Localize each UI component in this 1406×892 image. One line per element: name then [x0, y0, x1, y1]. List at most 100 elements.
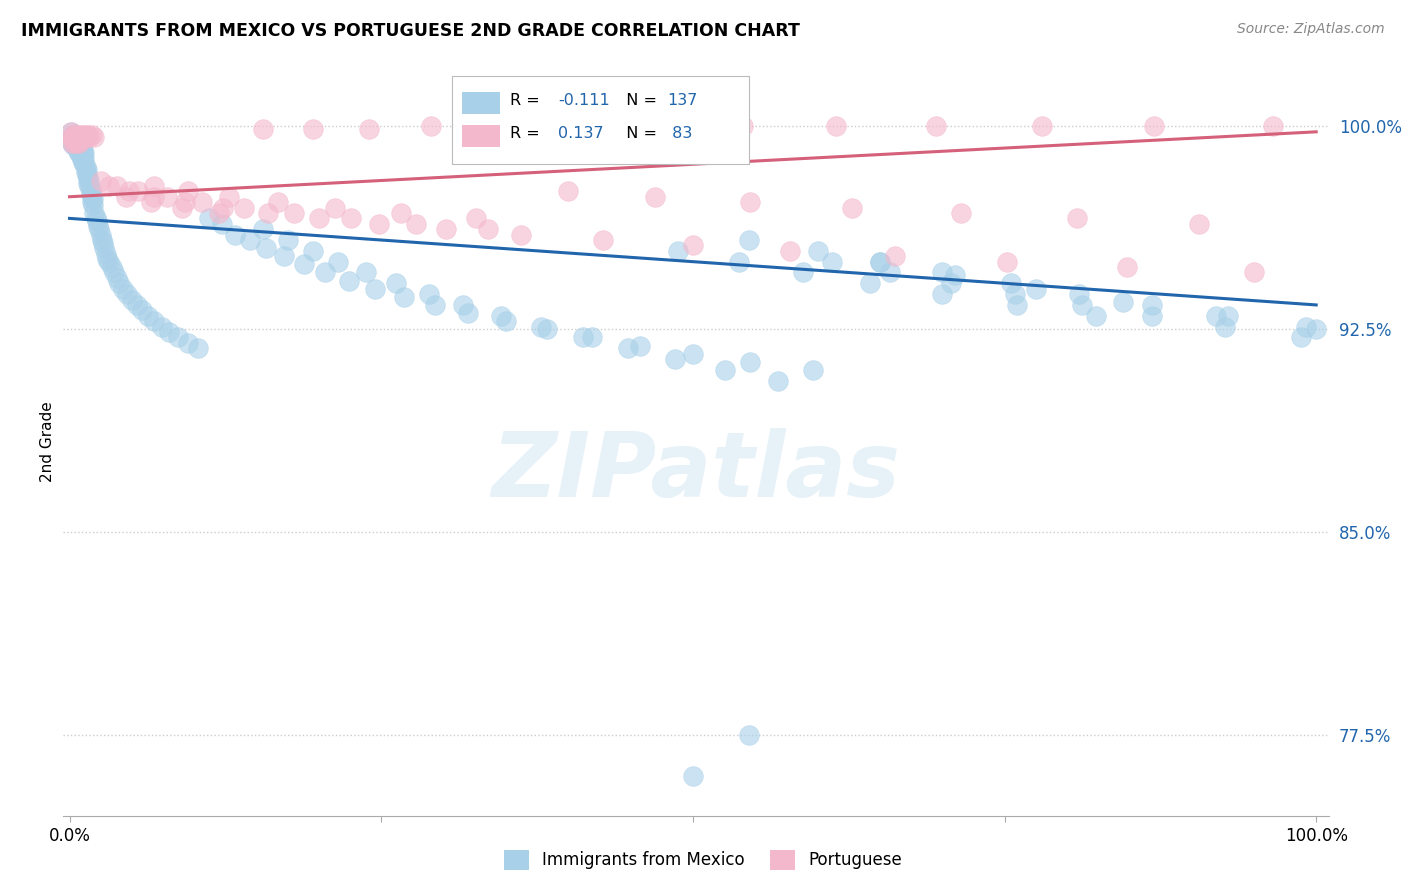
Point: [859, 277, 882, 291]
Point: [509, 227, 531, 242]
Point: [239, 233, 262, 247]
Point: [682, 769, 704, 783]
Point: [59, 125, 82, 139]
Point: [90, 233, 112, 247]
Point: [72, 154, 94, 169]
Point: [69, 149, 91, 163]
Point: [67, 128, 90, 142]
Point: [63, 136, 86, 150]
Point: [70, 141, 93, 155]
Point: [79, 130, 101, 145]
Point: [60, 136, 83, 150]
Point: [94, 246, 117, 260]
Point: [83, 130, 105, 145]
Point: [67, 133, 90, 147]
Point: [87, 219, 110, 234]
Point: [63, 136, 86, 150]
FancyBboxPatch shape: [451, 76, 749, 164]
Point: [174, 195, 197, 210]
Point: [995, 254, 1018, 268]
Point: [273, 249, 295, 263]
Text: 137: 137: [666, 93, 697, 108]
Point: [70, 130, 93, 145]
Point: [405, 217, 427, 231]
Point: [70, 152, 93, 166]
Point: [69, 136, 91, 150]
Point: [495, 314, 517, 328]
Point: [69, 133, 91, 147]
Point: [256, 241, 278, 255]
Point: [714, 363, 737, 377]
Point: [69, 130, 91, 145]
Point: [77, 170, 100, 185]
Point: [75, 160, 97, 174]
Point: [62, 133, 84, 147]
Point: [90, 227, 112, 242]
Point: [943, 268, 966, 283]
Point: [76, 162, 98, 177]
Point: [1305, 322, 1327, 336]
Point: [66, 130, 89, 145]
Point: [314, 265, 336, 279]
Point: [1115, 260, 1137, 274]
Point: [1031, 120, 1053, 134]
Point: [453, 298, 475, 312]
Point: [62, 128, 84, 142]
Point: [84, 211, 107, 226]
Text: Source: ZipAtlas.com: Source: ZipAtlas.com: [1237, 22, 1385, 37]
Point: [82, 198, 104, 212]
Point: [108, 277, 131, 291]
Point: [80, 187, 103, 202]
Point: [136, 309, 159, 323]
Point: [283, 206, 305, 220]
Point: [1295, 319, 1317, 334]
Point: [69, 136, 91, 150]
Point: [1213, 319, 1236, 334]
Point: [1205, 309, 1227, 323]
Point: [80, 181, 103, 195]
Point: [114, 190, 136, 204]
Point: [1005, 298, 1028, 312]
Point: [156, 190, 179, 204]
Point: [308, 211, 330, 226]
Point: [664, 352, 686, 367]
Point: [581, 330, 603, 344]
Point: [143, 314, 166, 328]
Point: [139, 195, 162, 210]
Point: [841, 201, 863, 215]
Point: [80, 128, 103, 142]
Text: -0.111: -0.111: [558, 93, 610, 108]
Point: [90, 173, 112, 187]
Text: N =: N =: [616, 126, 662, 141]
Point: [1140, 309, 1163, 323]
Point: [69, 141, 91, 155]
Point: [1261, 120, 1284, 134]
Point: [617, 341, 640, 355]
Point: [1140, 298, 1163, 312]
Point: [572, 330, 595, 344]
Point: [252, 122, 274, 136]
Point: [1070, 298, 1092, 312]
Point: [301, 244, 323, 258]
Point: [63, 130, 86, 145]
Point: [267, 195, 290, 210]
Point: [187, 341, 209, 355]
Point: [65, 128, 87, 142]
Point: [77, 128, 100, 142]
Point: [418, 287, 440, 301]
Point: [73, 146, 96, 161]
Point: [115, 287, 138, 301]
Point: [101, 260, 124, 274]
Point: [682, 238, 704, 252]
Point: [70, 146, 93, 161]
Point: [190, 195, 212, 210]
Point: [1143, 120, 1166, 134]
Point: [150, 319, 173, 334]
Point: [1243, 265, 1265, 279]
Point: [256, 206, 278, 220]
Point: [630, 338, 652, 352]
Point: [477, 222, 499, 236]
Point: [157, 325, 180, 339]
Point: [73, 130, 96, 145]
Point: [666, 244, 689, 258]
